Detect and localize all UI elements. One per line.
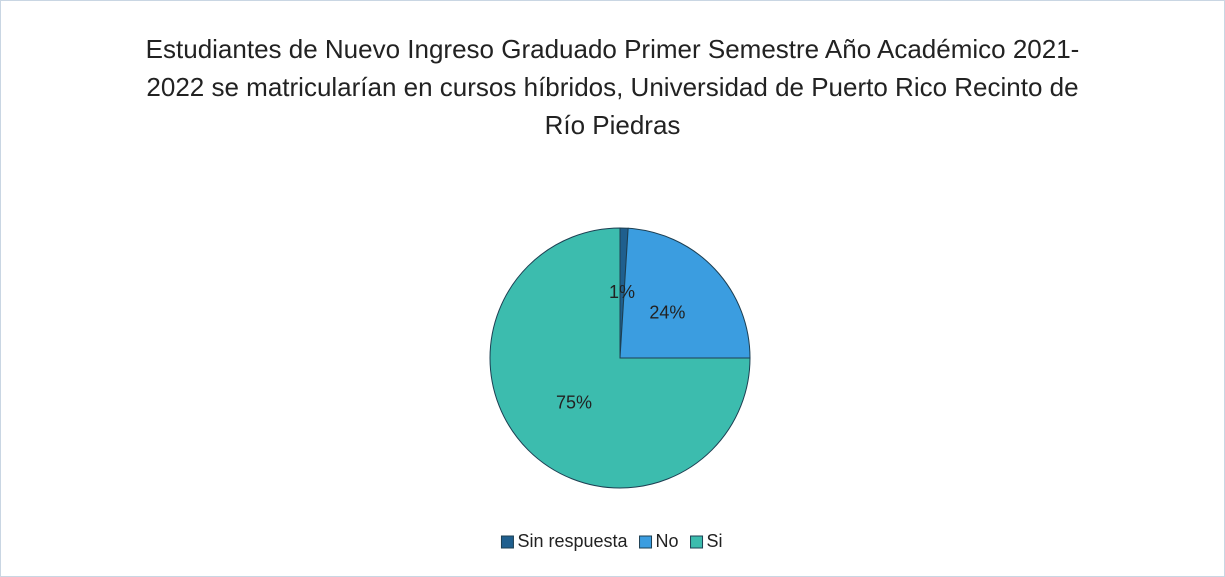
legend-swatch [690, 535, 704, 549]
legend-swatch [500, 535, 514, 549]
data-label: 24% [649, 302, 685, 322]
chart-title: Estudiantes de Nuevo Ingreso Graduado Pr… [145, 34, 1080, 140]
legend-label: No [656, 531, 679, 551]
legend-swatch [639, 535, 653, 549]
legend-label: Sin respuesta [517, 531, 628, 551]
pie-slice [619, 227, 751, 359]
data-label: 75% [556, 393, 592, 413]
data-label: 1% [609, 282, 635, 302]
pie-slice [489, 227, 751, 489]
legend-label: Si [707, 531, 723, 551]
